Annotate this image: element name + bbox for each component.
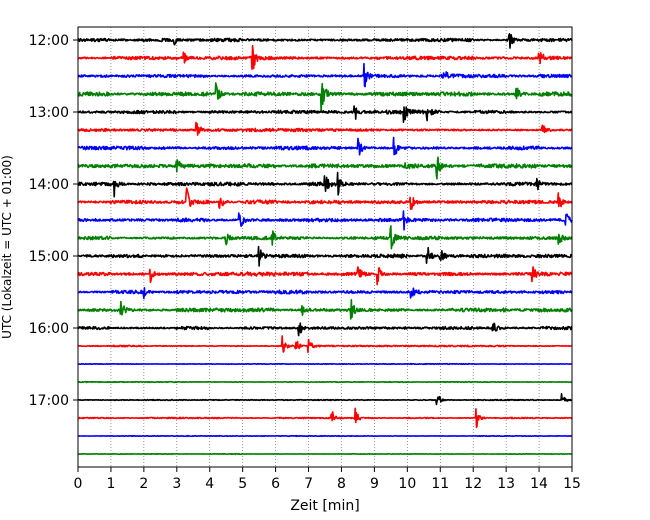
y-axis-label: UTC (Lokalzeit = UTC + 01:00) (0, 155, 14, 339)
y-tick-label-2: 14:00 (29, 177, 69, 193)
x-tick-label-8: 8 (337, 476, 346, 492)
x-tick-label-1: 1 (106, 476, 115, 492)
y-tick-label-0: 12:00 (29, 33, 69, 49)
x-tick-label-14: 14 (530, 476, 548, 492)
trace-1500 (77, 245, 573, 267)
trace-1615 (77, 335, 573, 354)
x-tick-label-0: 0 (74, 476, 83, 492)
x-tick-label-15: 15 (563, 476, 581, 492)
x-tick-label-11: 11 (431, 476, 449, 492)
grid-lines (110, 27, 540, 467)
trace-1730 (77, 434, 573, 438)
x-tick-label-12: 12 (464, 476, 482, 492)
trace-1745 (77, 452, 573, 456)
trace-1530 (77, 286, 573, 300)
trace-1630 (77, 362, 573, 366)
trace-1300 (77, 105, 573, 124)
trace-1315 (77, 121, 573, 136)
x-tick-label-13: 13 (497, 476, 515, 492)
trace-1200 (77, 33, 573, 49)
x-tick-label-7: 7 (304, 476, 313, 492)
trace-1215 (77, 44, 573, 71)
trace-1645 (77, 380, 573, 384)
x-axis-ticks: 0 1 2 3 4 5 6 7 8 9 10 11 12 13 14 15 (74, 467, 581, 492)
trace-1515 (77, 266, 573, 286)
y-tick-label-3: 15:00 (29, 249, 69, 265)
trace-1715 (77, 407, 573, 429)
trace-1330 (77, 136, 573, 156)
x-tick-label-3: 3 (172, 476, 181, 492)
trace-1245 (77, 82, 573, 113)
x-tick-label-5: 5 (238, 476, 247, 492)
x-tick-label-10: 10 (398, 476, 416, 492)
trace-1700 (77, 392, 573, 406)
x-tick-label-9: 9 (370, 476, 379, 492)
trace-1545 (77, 299, 573, 320)
trace-1230 (77, 62, 573, 88)
x-tick-label-6: 6 (271, 476, 280, 492)
x-tick-label-4: 4 (205, 476, 214, 492)
trace-1400 (77, 171, 573, 198)
trace-group (77, 33, 573, 456)
plot-frame (77, 26, 573, 468)
trace-1345 (77, 156, 573, 180)
y-tick-label-4: 16:00 (29, 321, 69, 337)
trace-1430 (77, 210, 573, 231)
trace-1600 (77, 322, 573, 337)
trace-1445 (77, 225, 573, 250)
trace-1415 (77, 187, 573, 210)
x-tick-label-2: 2 (139, 476, 148, 492)
x-axis-label: Zeit [min] (290, 498, 359, 514)
y-tick-label-5: 17:00 (29, 393, 69, 409)
y-tick-label-1: 13:00 (29, 105, 69, 121)
y-axis-ticks: 12:00 13:00 14:00 15:00 16:00 17:00 (29, 33, 78, 409)
